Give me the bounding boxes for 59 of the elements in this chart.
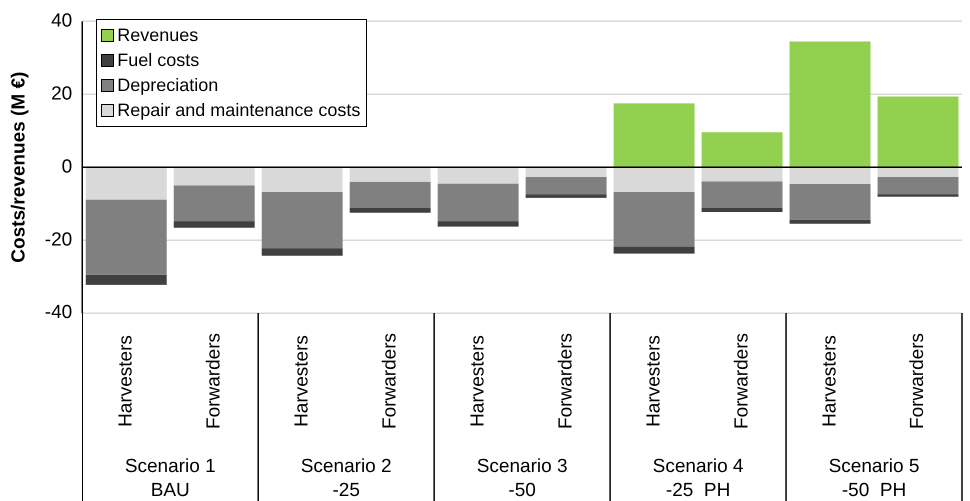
bar — [878, 177, 958, 194]
x-tick-label: Forwarders — [379, 332, 400, 430]
x-tick-label: Harvesters — [291, 335, 312, 427]
bar — [262, 248, 343, 256]
bar — [86, 200, 167, 275]
x-tick-label: Forwarders — [907, 332, 928, 430]
bar — [174, 168, 255, 186]
bar — [262, 192, 343, 248]
bar — [702, 208, 783, 212]
y-tick-label: 20 — [51, 84, 72, 105]
bar — [614, 246, 695, 254]
bar — [438, 221, 519, 227]
x-tick-label: Forwarders — [731, 332, 752, 430]
bar — [614, 103, 695, 166]
bar — [614, 192, 695, 247]
bar — [878, 194, 958, 197]
x-tick-label: Harvesters — [819, 335, 840, 427]
text: Scenario 2 -25 — [300, 456, 392, 501]
text: Scenario 1 BAU — [124, 456, 216, 501]
legend-label: Repair and maintenance costs — [117, 99, 360, 122]
bar — [174, 221, 255, 228]
x-tick-label: Harvesters — [643, 335, 664, 427]
bar — [526, 168, 607, 178]
bar — [790, 41, 871, 166]
bar — [86, 168, 167, 200]
x-tick-label: Harvesters — [467, 335, 488, 427]
x-tick-label: Forwarders — [555, 332, 576, 430]
text: Scenario 4 -25 PH — [652, 456, 744, 501]
bar — [702, 181, 783, 208]
bar — [174, 185, 255, 222]
bar — [86, 274, 167, 285]
legend-label: Fuel costs — [117, 49, 200, 72]
bar — [262, 168, 343, 192]
bar — [790, 168, 871, 184]
legend-label: Depreciation — [117, 74, 218, 98]
bar — [526, 194, 607, 198]
y-tick-label: -20 — [44, 229, 72, 250]
bar — [526, 177, 607, 195]
bar — [702, 168, 783, 182]
text: Scenario 5 -50 PH — [828, 456, 920, 501]
bar — [702, 132, 783, 166]
bar — [790, 184, 871, 220]
y-tick-label: -40 — [44, 302, 72, 324]
bar — [350, 168, 431, 182]
y-tick-label: 0 — [62, 156, 72, 178]
bar — [614, 168, 695, 192]
x-tick-label: Forwarders — [203, 332, 224, 430]
legend-label: Revenues — [117, 24, 198, 48]
bar — [878, 168, 958, 178]
bar — [438, 168, 519, 184]
bar — [878, 96, 958, 166]
bar — [438, 184, 519, 222]
bar — [350, 208, 431, 213]
y-tick-label: 40 — [51, 10, 72, 32]
y-axis-title: Costs/revenues (M €) — [8, 72, 30, 263]
bar — [350, 182, 431, 208]
bar — [790, 220, 871, 224]
text: Scenario 3 -50 — [476, 456, 568, 501]
x-tick-label: Harvesters — [115, 335, 136, 427]
